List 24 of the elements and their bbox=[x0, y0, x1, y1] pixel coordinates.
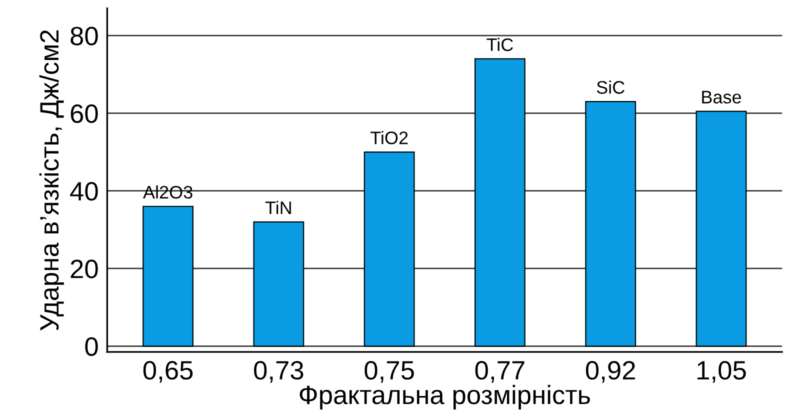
y-tick-label: 0 bbox=[85, 337, 98, 356]
x-tick-label: 0,73 bbox=[254, 360, 304, 383]
annotation: TiO2 bbox=[370, 131, 408, 144]
bar bbox=[142, 206, 194, 347]
bar bbox=[253, 221, 304, 347]
x-tick-label: 0,75 bbox=[364, 360, 414, 383]
annotation: TiN bbox=[265, 200, 291, 214]
annotation: Base bbox=[702, 90, 742, 104]
y-axis-title: Ударна в’язкість, Дж/см2 bbox=[39, 30, 64, 331]
y-tick-label: 60 bbox=[70, 104, 98, 124]
bar bbox=[696, 110, 747, 347]
x-tick-label: 1,05 bbox=[698, 360, 746, 383]
y-tick-label: 40 bbox=[70, 182, 98, 201]
x-axis-title: Фрактальна розмірність bbox=[300, 384, 590, 410]
annotation: TiC bbox=[486, 38, 513, 52]
x-tick-label: 0,65 bbox=[143, 360, 193, 383]
bar bbox=[585, 101, 636, 347]
y-tick-label: 20 bbox=[70, 260, 98, 278]
bar bbox=[474, 58, 526, 347]
bar bbox=[364, 151, 415, 347]
x-tick-label: 0,92 bbox=[586, 360, 635, 383]
annotation: SiC bbox=[596, 80, 624, 94]
y-tick-label: 80 bbox=[70, 26, 98, 46]
x-tick-label: 0,77 bbox=[475, 360, 524, 383]
